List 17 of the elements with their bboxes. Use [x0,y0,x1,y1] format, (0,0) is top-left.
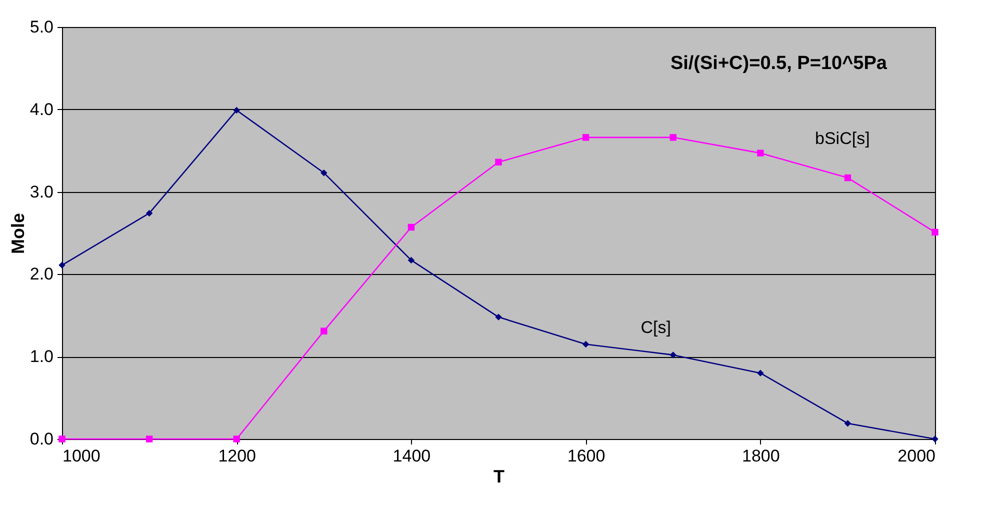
y-tick-label: 5.0 [30,18,54,36]
y-axis-title: Mole [8,212,28,254]
y-tick-label: 3.0 [30,182,54,202]
series-label: bSiC[s] [815,129,870,148]
x-tick-label: 1200 [218,446,256,466]
y-tick-label: 4.0 [30,100,54,119]
series-label: C[s] [640,318,671,338]
y-tick-label: 1.0 [30,347,54,366]
x-tick-label: 2000 [898,446,936,466]
annotation: Si/(Si+C)=0.5, P=10^5Pa [670,53,888,74]
x-tick-label: 1400 [392,446,431,466]
y-tick-label: 2.0 [30,264,54,284]
x-tick-label: 1600 [567,446,606,466]
x-tick-label: 1000 [62,446,100,466]
x-axis-title: T [494,466,504,486]
y-tick-label: 0.0 [30,430,54,448]
x-tick-label: 1800 [742,446,780,466]
